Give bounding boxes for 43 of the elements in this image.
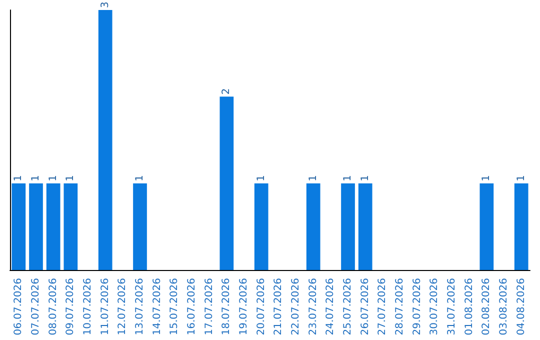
x-tick-label: 23.07.2026 xyxy=(308,278,319,336)
data-label: 1 xyxy=(308,174,319,182)
data-label: 1 xyxy=(13,174,24,182)
x-tick-label: 29.07.2026 xyxy=(412,278,423,336)
x-tick-label: 28.07.2026 xyxy=(394,278,406,336)
x-tick-label: 10.07.2026 xyxy=(82,278,94,336)
data-label: 1 xyxy=(256,174,267,182)
x-tick-label: 08.07.2026 xyxy=(48,278,59,336)
data-label: 1 xyxy=(134,174,146,182)
x-tick-label: 15.07.2026 xyxy=(169,278,180,336)
data-label: 1 xyxy=(481,174,492,182)
x-tick-label: 26.07.2026 xyxy=(360,278,371,336)
data-label: 1 xyxy=(48,174,59,182)
x-tick-label: 20.07.2026 xyxy=(256,278,267,336)
data-label: 1 xyxy=(65,174,76,182)
x-tick-label: 22.07.2026 xyxy=(290,278,302,336)
x-tick-label: 06.07.2026 xyxy=(13,278,24,336)
x-tick-label: 18.07.2026 xyxy=(221,278,232,336)
x-tick-label: 30.07.2026 xyxy=(429,278,440,336)
x-tick-label: 17.07.2026 xyxy=(204,278,215,336)
x-tick-label: 21.07.2026 xyxy=(273,278,284,336)
x-tick-label: 19.07.2026 xyxy=(238,278,250,336)
x-tick-label: 27.07.2026 xyxy=(377,278,388,336)
data-label: 3 xyxy=(100,2,111,8)
x-tick-label: 31.07.2026 xyxy=(446,278,458,336)
data-label: 1 xyxy=(516,174,527,182)
data-label: 1 xyxy=(360,174,371,182)
data-label: 1 xyxy=(30,174,42,182)
x-tick-label: 02.08.2026 xyxy=(481,278,492,336)
x-tick-label: 07.07.2026 xyxy=(30,278,42,336)
x-tick-label: 25.07.2026 xyxy=(342,278,354,336)
x-tick-label: 16.07.2026 xyxy=(186,278,198,336)
x-tick-label: 01.08.2026 xyxy=(464,278,475,336)
data-label: 2 xyxy=(221,88,232,95)
x-tick-label: 13.07.2026 xyxy=(134,278,146,336)
x-tick-label: 12.07.2026 xyxy=(117,278,128,336)
x-tick-label: 03.08.2026 xyxy=(498,278,510,336)
x-tick-label: 04.08.2026 xyxy=(516,278,527,336)
data-label: 1 xyxy=(342,174,354,182)
x-tick-label: 14.07.2026 xyxy=(152,278,163,336)
x-tick-label: 09.07.2026 xyxy=(65,278,76,336)
x-tick-label: 11.07.2026 xyxy=(100,278,111,336)
x-tick-label: 24.07.2026 xyxy=(325,278,336,336)
